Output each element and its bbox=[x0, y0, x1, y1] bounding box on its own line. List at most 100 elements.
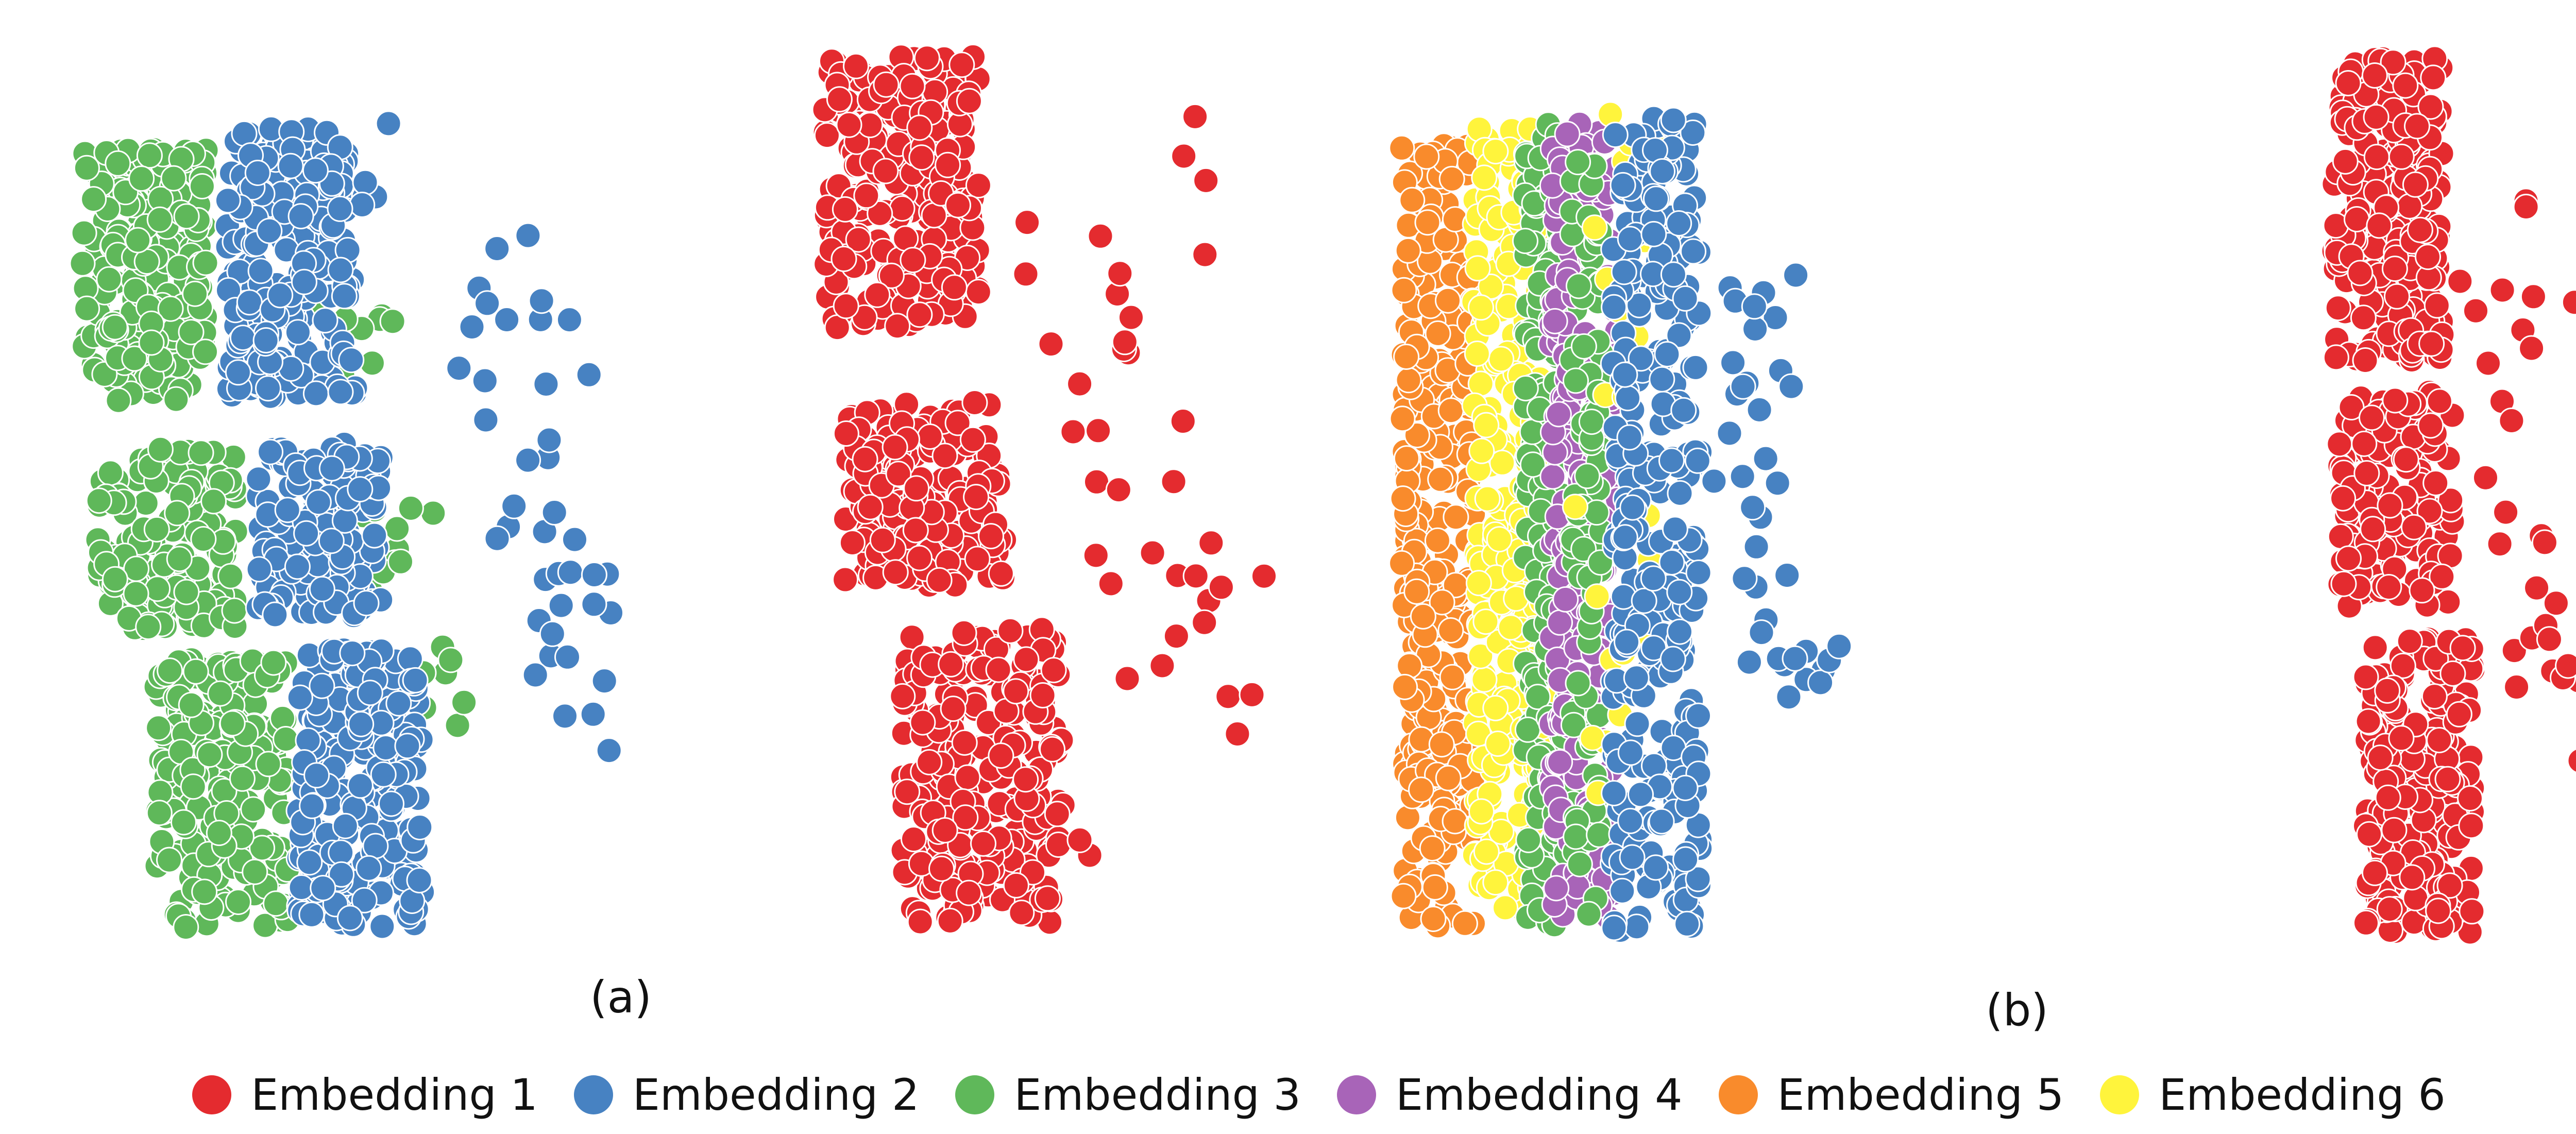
scatter-point bbox=[1515, 826, 1542, 853]
scatter-point bbox=[1163, 623, 1190, 650]
scatter-point bbox=[1680, 238, 1707, 265]
scatter-point bbox=[1684, 447, 1711, 474]
scatter-point bbox=[970, 830, 996, 857]
scatter-point bbox=[1420, 906, 1447, 932]
scatter-point bbox=[1497, 614, 1524, 641]
scatter-point bbox=[138, 329, 165, 356]
scatter-point bbox=[484, 235, 511, 262]
scatter-point bbox=[928, 855, 955, 882]
scatter-point bbox=[206, 820, 232, 847]
scatter-point bbox=[539, 620, 566, 647]
scatter-point bbox=[997, 617, 1024, 644]
scatter-point bbox=[1413, 143, 1440, 170]
scatter-point bbox=[402, 667, 429, 693]
scatter-point bbox=[1465, 570, 1492, 597]
scatter-point bbox=[1612, 524, 1638, 551]
scatter-point bbox=[2493, 499, 2519, 526]
scatter-point bbox=[1389, 405, 1416, 432]
scatter-point bbox=[121, 345, 148, 372]
scatter-point bbox=[1764, 470, 1791, 497]
scatter-point bbox=[379, 308, 406, 335]
scatter-point bbox=[74, 295, 100, 322]
scatter-point bbox=[902, 517, 929, 544]
scatter-point bbox=[1421, 874, 1448, 901]
scatter-point bbox=[869, 527, 896, 553]
scatter-point bbox=[906, 301, 933, 328]
scatter-point bbox=[1139, 539, 1166, 566]
scatter-point bbox=[1642, 854, 1669, 881]
scatter-point bbox=[937, 907, 963, 934]
scatter-point bbox=[1623, 913, 1650, 940]
scatter-point bbox=[1543, 875, 1570, 902]
scatter-point bbox=[217, 563, 244, 589]
scatter-point bbox=[1066, 370, 1093, 397]
scatter-point bbox=[580, 701, 606, 727]
scatter-point bbox=[814, 122, 840, 149]
scatter-point bbox=[956, 88, 982, 114]
scatter-point bbox=[105, 150, 131, 177]
scatter-point bbox=[1482, 138, 1509, 165]
scatter-point bbox=[385, 690, 412, 717]
scatter-point bbox=[2392, 72, 2419, 99]
scatter-point bbox=[1239, 681, 1265, 708]
panel-label-a: (a) bbox=[590, 972, 652, 1023]
scatter-point bbox=[1468, 437, 1495, 464]
scatter-point bbox=[387, 548, 414, 575]
scatter-point bbox=[836, 111, 862, 138]
scatter-point bbox=[884, 313, 911, 340]
scatter-point bbox=[938, 651, 964, 678]
scatter-point bbox=[2352, 347, 2379, 374]
scatter-point bbox=[69, 250, 96, 277]
scatter-point bbox=[484, 525, 511, 552]
scatter-point bbox=[988, 560, 1014, 587]
scatter-point bbox=[267, 282, 294, 309]
scatter-point bbox=[2332, 148, 2359, 175]
scatter-point bbox=[2347, 260, 2374, 286]
scatter-point bbox=[853, 182, 880, 209]
scatter-point bbox=[160, 165, 187, 192]
scatter-point bbox=[1437, 617, 1464, 644]
scatter-point bbox=[1464, 341, 1490, 367]
scatter-point bbox=[945, 192, 971, 218]
scatter-point bbox=[1171, 143, 1197, 170]
scatter-point bbox=[347, 476, 374, 503]
scatter-point bbox=[1443, 504, 1469, 531]
scatter-point bbox=[273, 726, 299, 752]
scatter-point bbox=[2536, 626, 2563, 653]
scatter-point bbox=[1649, 366, 1675, 393]
scatter-point bbox=[1118, 304, 1144, 331]
scatter-point bbox=[2355, 708, 2382, 735]
scatter-point bbox=[182, 658, 209, 685]
scatter-point bbox=[2498, 408, 2525, 434]
scatter-point bbox=[236, 289, 263, 316]
scatter-point bbox=[1471, 666, 1498, 693]
scatter-point bbox=[1623, 665, 1650, 691]
scatter-point bbox=[1403, 578, 1430, 605]
scatter-point bbox=[2330, 485, 2357, 512]
scatter-point bbox=[1393, 445, 1420, 472]
scatter-point bbox=[832, 196, 858, 223]
scatter-point bbox=[178, 319, 205, 346]
scatter-points bbox=[69, 43, 2576, 945]
scatter-point bbox=[843, 53, 869, 79]
scatter-point bbox=[1619, 494, 1646, 521]
scatter-point bbox=[1045, 832, 1072, 858]
scatter-point bbox=[1624, 710, 1651, 737]
scatter-point bbox=[1471, 164, 1498, 191]
scatter-point bbox=[192, 249, 219, 276]
scatter-point bbox=[1193, 167, 1219, 194]
scatter-point bbox=[474, 290, 501, 317]
scatter-point bbox=[173, 914, 199, 940]
scatter-point bbox=[1701, 468, 1727, 495]
scatter-point bbox=[1395, 237, 1421, 264]
legend-item: Embedding 2 bbox=[573, 1070, 919, 1120]
scatter-point bbox=[2404, 113, 2430, 140]
scatter-point bbox=[246, 556, 273, 583]
scatter-point bbox=[2459, 898, 2485, 925]
scatter-point bbox=[959, 426, 986, 453]
scatter-point bbox=[2449, 635, 2476, 662]
scatter-point bbox=[318, 455, 345, 482]
scatter-point bbox=[988, 742, 1014, 769]
scatter-point bbox=[1545, 401, 1572, 428]
scatter-point bbox=[1435, 765, 1462, 791]
